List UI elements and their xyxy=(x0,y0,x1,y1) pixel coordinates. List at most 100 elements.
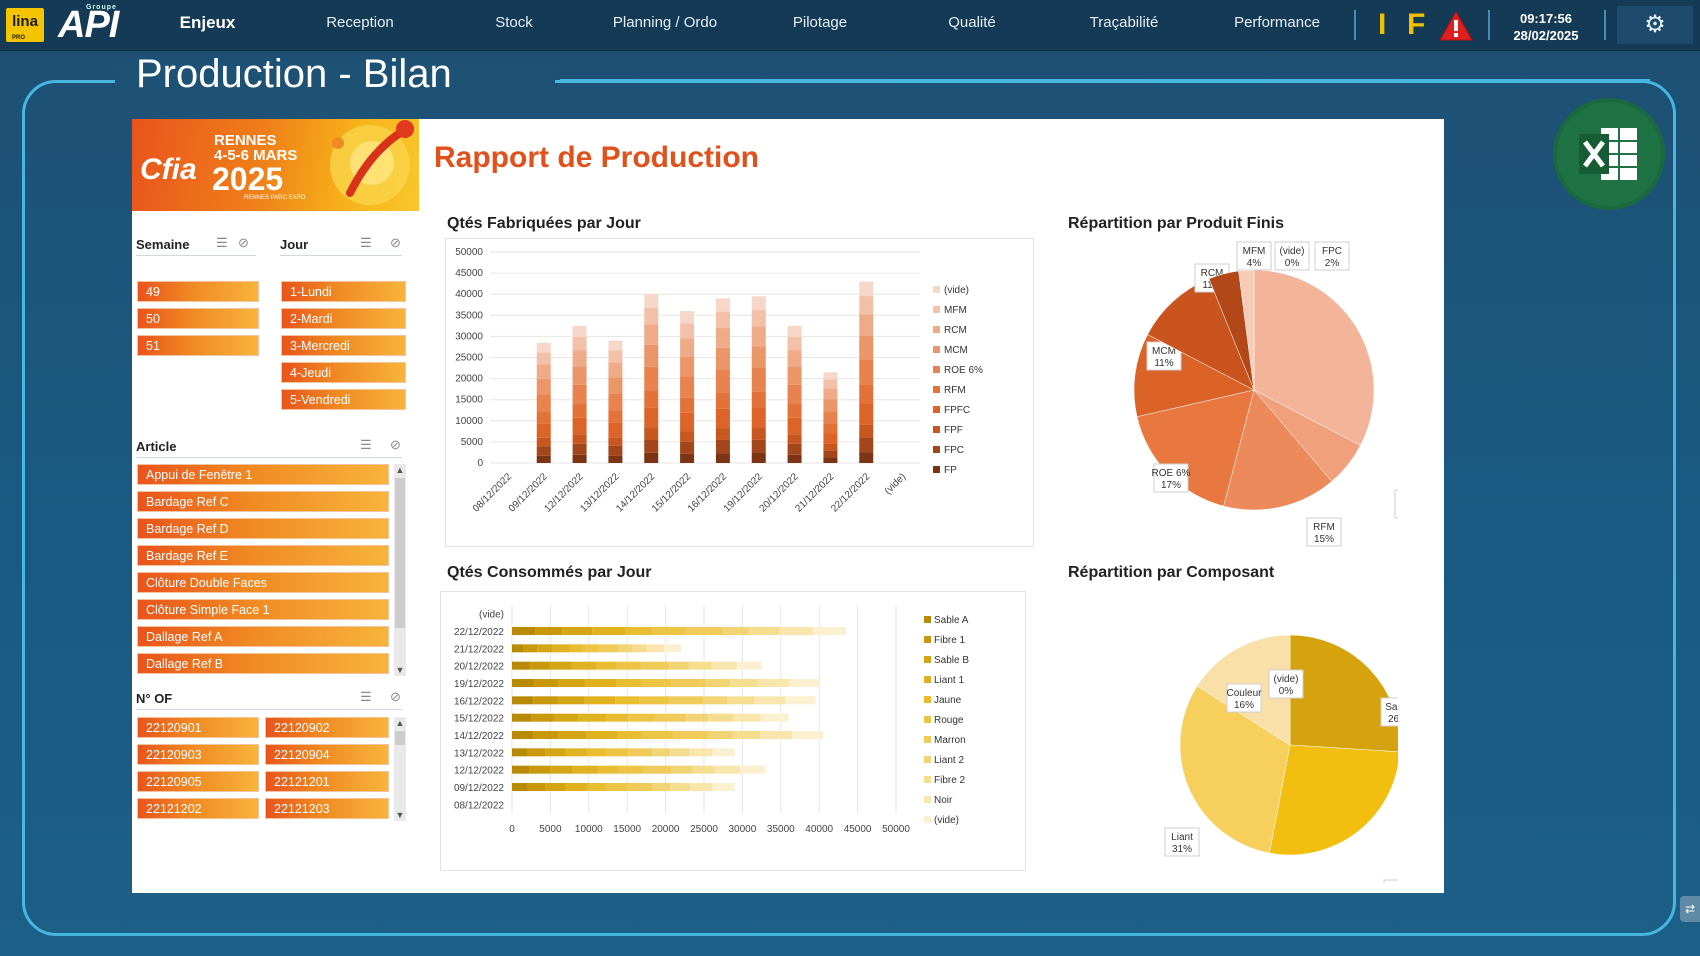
slicer-nof-item[interactable]: 22120905 xyxy=(137,771,259,792)
indicator-i[interactable]: I xyxy=(1378,8,1387,41)
bar-segment xyxy=(625,627,653,635)
y-tick-label: 09/12/2022 xyxy=(454,783,504,794)
slicer-jour-title: Jour xyxy=(280,237,309,252)
bar-segment xyxy=(572,404,587,418)
legend-label: FPFC xyxy=(944,405,970,416)
scroll-up-icon[interactable]: ▲ xyxy=(395,718,405,728)
pie-slice xyxy=(1238,269,1255,391)
data-label-value: 31% xyxy=(1172,844,1192,855)
clear-filter-icon[interactable]: ⊘ xyxy=(390,235,401,250)
slicer-nof-item[interactable]: 22120903 xyxy=(137,744,259,765)
bar-segment xyxy=(787,443,802,455)
nav-enjeux[interactable]: Enjeux xyxy=(179,13,236,32)
bar-segment xyxy=(751,367,766,392)
slicer-nof-item[interactable]: 22120902 xyxy=(265,717,389,738)
slicer-article-item[interactable]: Dallage Ref A xyxy=(137,626,389,647)
slicer-jour-item[interactable]: 2-Mardi xyxy=(281,308,406,329)
data-label-name: FPC xyxy=(1322,246,1342,257)
bar-segment xyxy=(691,765,715,774)
slicer-article-item[interactable]: Bardage Ref D xyxy=(137,518,389,539)
data-label-name: Couleur xyxy=(1226,688,1262,699)
multi-select-icon[interactable]: ☰ xyxy=(360,437,372,452)
y-tick-label: 40000 xyxy=(455,289,483,300)
nav-tracabilite[interactable]: Traçabilité xyxy=(1089,14,1159,31)
warning-icon[interactable] xyxy=(1438,10,1474,42)
scrollbar-thumb[interactable] xyxy=(395,478,405,628)
data-label-name: MFM xyxy=(1243,246,1266,257)
slicer-article-item[interactable]: Clôture Simple Face 1 xyxy=(137,599,389,620)
bar-segment xyxy=(536,352,551,365)
clock: 09:17:56 28/02/2025 xyxy=(1500,10,1592,44)
slicer-nof-item[interactable]: 22120901 xyxy=(137,717,259,738)
bar-segment xyxy=(689,661,712,670)
nav-planning-ordo[interactable]: Planning / Ordo xyxy=(612,14,718,31)
bar-segment xyxy=(823,443,838,451)
slicer-nof-item[interactable]: 22121201 xyxy=(265,771,389,792)
slicer-nof-item[interactable]: 22120904 xyxy=(265,744,389,765)
bar-segment xyxy=(680,441,695,454)
nav-performance[interactable]: Performance xyxy=(1234,14,1320,31)
bar-segment xyxy=(545,748,566,757)
slicer-jour-item[interactable]: 5-Vendredi xyxy=(281,389,406,410)
article-scrollbar[interactable] xyxy=(394,464,406,676)
bar-segment xyxy=(686,713,709,722)
bar-segment xyxy=(549,661,572,670)
side-panel-toggle-icon[interactable]: ⇄ xyxy=(1680,896,1700,922)
slicer-semaine-item[interactable]: 51 xyxy=(137,335,259,356)
multi-select-icon[interactable]: ☰ xyxy=(360,689,372,704)
scroll-up-icon[interactable]: ▲ xyxy=(395,465,405,475)
bar-segment xyxy=(572,366,587,385)
slicer-divider xyxy=(280,255,402,256)
nav-pilotage[interactable]: Pilotage xyxy=(792,14,848,31)
banner-venue: RENNES PARC EXPO xyxy=(244,195,306,201)
bar-segment xyxy=(757,679,789,687)
slicer-semaine-item[interactable]: 50 xyxy=(137,308,259,329)
scroll-down-icon[interactable]: ▼ xyxy=(395,810,405,820)
slicer-nof-item[interactable]: 22121203 xyxy=(265,798,389,819)
scroll-down-icon[interactable]: ▼ xyxy=(395,665,405,675)
multi-select-icon[interactable]: ☰ xyxy=(216,235,228,250)
slicer-article-item[interactable]: Appui de Fenêtre 1 xyxy=(137,464,389,485)
bar-segment xyxy=(605,748,628,757)
legend-swatch xyxy=(933,446,940,453)
bar-segment xyxy=(572,765,599,774)
bar-segment xyxy=(536,342,551,353)
slicer-article-item[interactable]: Clôture Double Faces xyxy=(137,572,389,593)
bar-segment xyxy=(584,696,616,705)
slicer-article-item[interactable]: Bardage Ref C xyxy=(137,491,389,512)
legend-label: (vide) xyxy=(944,285,969,296)
nav-reception[interactable]: Reception xyxy=(326,14,394,31)
slicer-article-item[interactable]: Bardage Ref E xyxy=(137,545,389,566)
data-label-value: 15% xyxy=(1314,534,1334,545)
clear-filter-icon[interactable]: ⊘ xyxy=(390,437,401,452)
nav-stock[interactable]: Stock xyxy=(495,14,533,31)
clear-filter-icon[interactable]: ⊘ xyxy=(390,689,401,704)
slicer-article-item[interactable]: Dallage Ref B xyxy=(137,653,389,674)
legend-label: ROE 6% xyxy=(944,365,983,376)
bar-segment xyxy=(644,407,659,428)
separator xyxy=(1354,10,1356,40)
slicer-semaine-item[interactable]: 49 xyxy=(137,281,259,302)
slicer-nof-item[interactable]: 22121202 xyxy=(137,798,259,819)
nav-qualite[interactable]: Qualité xyxy=(948,14,996,31)
bar-segment xyxy=(823,379,838,389)
pie-slice xyxy=(1289,634,1398,753)
bar-segment xyxy=(572,350,587,367)
clear-filter-icon[interactable]: ⊘ xyxy=(238,235,249,250)
scrollbar-thumb[interactable] xyxy=(395,731,405,745)
excel-export-button[interactable] xyxy=(1557,102,1661,206)
slicer-jour-item[interactable]: 4-Jeudi xyxy=(281,362,406,383)
nof-scrollbar[interactable] xyxy=(394,717,406,821)
data-label-box xyxy=(1268,669,1304,699)
bar-segment xyxy=(715,298,730,312)
multi-select-icon[interactable]: ☰ xyxy=(360,235,372,250)
settings-gear-icon[interactable]: ⚙ xyxy=(1617,6,1693,44)
legend-swatch xyxy=(933,406,940,413)
indicator-f[interactable]: F xyxy=(1407,8,1426,41)
data-label-value: 11% xyxy=(1154,358,1173,369)
slicer-jour-item[interactable]: 3-Mercredi xyxy=(281,335,406,356)
slicer-jour-item[interactable]: 1-Lundi xyxy=(281,281,406,302)
bar-segment xyxy=(655,713,687,722)
bar-segment xyxy=(785,696,816,705)
y-tick-label: 22/12/2022 xyxy=(454,627,504,638)
